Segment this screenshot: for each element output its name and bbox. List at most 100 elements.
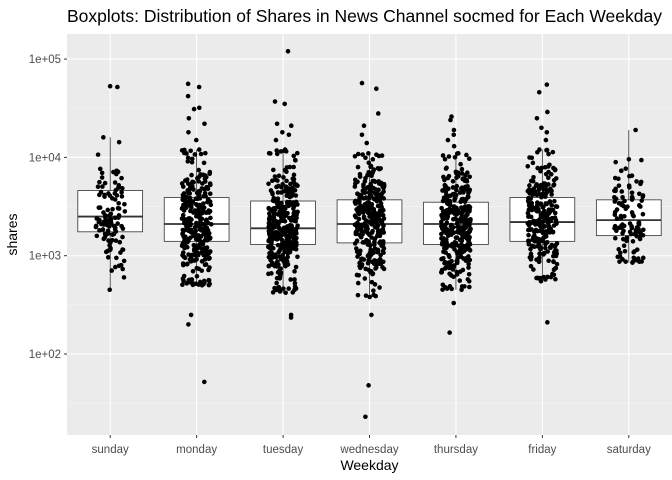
data-point [440,282,446,288]
data-point [272,285,277,291]
data-point [280,252,286,258]
data-point [113,264,118,270]
data-point [353,214,359,220]
data-point [553,217,559,223]
outlier-point [280,130,285,135]
data-point [291,172,297,178]
data-point [444,245,449,251]
data-point [184,281,190,286]
outlier-point [445,137,451,143]
x-tick-label: thursday [434,444,478,456]
data-point [194,190,200,196]
data-point [285,254,290,260]
data-point [355,191,361,197]
data-point [194,220,199,226]
data-point [612,209,618,215]
data-point [553,265,559,271]
data-point [618,250,623,256]
data-point [120,266,125,272]
data-point [458,218,464,223]
data-point [198,239,203,244]
data-point [112,227,118,232]
data-point [193,236,199,242]
data-point [102,234,108,240]
data-point [360,231,365,237]
data-point [465,170,470,176]
data-point [380,207,385,212]
outlier-point [544,82,550,87]
data-point [101,135,106,140]
outlier-point [366,383,371,388]
data-point [274,148,279,153]
data-point [446,253,452,258]
data-point [441,174,446,180]
data-point [272,263,278,269]
data-point [446,265,452,271]
data-point [282,211,287,216]
outlier-point [196,84,202,90]
data-point [368,188,374,194]
data-point [441,216,447,221]
data-point [371,292,377,298]
data-point [106,213,112,219]
outlier-point [115,84,120,90]
data-point [376,197,381,202]
data-point [445,214,451,219]
data-point [352,177,358,183]
data-point [112,180,118,185]
data-point [551,259,556,264]
outlier-point [534,115,540,121]
data-point [620,230,625,236]
data-point [293,229,299,234]
data-point [362,276,368,281]
data-point [459,166,465,172]
data-point [286,286,292,291]
data-point [275,199,281,204]
data-point [292,269,297,274]
data-point [543,201,549,206]
data-point [375,231,381,237]
data-point [355,164,361,170]
data-point [634,225,640,230]
data-point [440,153,446,158]
data-point [114,193,120,198]
data-point [363,225,369,230]
outlier-point [451,127,457,133]
data-point [447,284,453,289]
data-point [446,154,452,159]
data-point [452,240,458,245]
data-point [208,221,214,227]
jitter-points [93,49,646,420]
data-point [295,254,300,260]
data-point [622,198,627,204]
data-point [442,266,448,271]
data-point [549,192,554,197]
data-point [459,205,464,210]
outlier-point [536,89,542,95]
data-point [208,215,213,221]
data-point [368,163,374,169]
y-tick-label: 1e+03 [29,251,61,263]
data-point [191,187,196,192]
data-point [182,220,187,226]
data-point [528,251,534,257]
outlier-point [191,106,197,112]
data-point [440,287,445,292]
data-point [531,186,537,191]
data-point [634,179,639,184]
data-point [196,167,202,173]
data-point [363,176,368,181]
data-point [534,192,540,198]
points-monday [179,81,214,385]
data-point [357,263,362,269]
data-point [540,191,546,196]
data-point [375,211,380,216]
data-point [275,242,281,248]
data-point [546,258,551,264]
outlier-point [186,115,192,121]
outlier-point [185,81,191,87]
data-point [191,179,196,185]
data-point [630,196,635,201]
data-point [94,233,100,239]
data-point [542,165,548,170]
